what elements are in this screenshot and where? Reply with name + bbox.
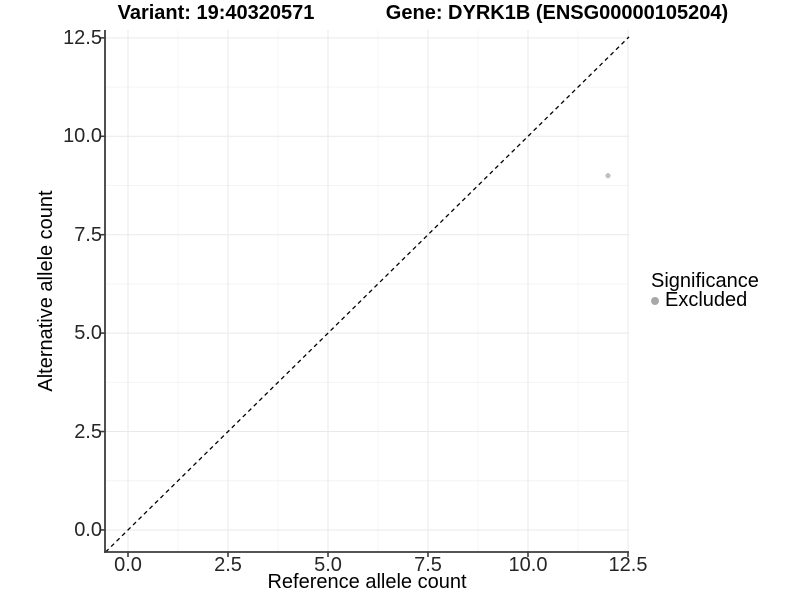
x-tick-label: 0.0: [114, 554, 142, 576]
legend-key-dot-icon: [651, 296, 659, 305]
y-tick-label: 7.5: [74, 223, 102, 246]
y-tick-label: 0.0: [74, 518, 102, 541]
y-axis-title: Alternative allele count: [35, 190, 57, 392]
legend-title: Significance: [651, 270, 759, 292]
x-tick-label: 2.5: [214, 554, 242, 576]
x-tick-label: 10.0: [508, 554, 548, 576]
x-axis-title: Reference allele count: [267, 571, 467, 593]
data-point-excluded: [605, 173, 611, 179]
legend-item-label: Excluded: [665, 289, 748, 311]
gene-title: Gene: DYRK1B (ENSG00000105204): [385, 2, 729, 24]
legend-item-excluded: Excluded: [645, 289, 759, 311]
identity-reference-line: [105, 36, 630, 553]
x-tick-label: 12.5: [608, 554, 648, 576]
y-tick-label: 5.0: [74, 322, 102, 345]
x-tick-label: 5.0: [314, 554, 342, 576]
x-tick-label: 7.5: [414, 554, 442, 576]
y-tick-label: 2.5: [74, 420, 102, 443]
y-tick-label: 12.5: [63, 26, 102, 49]
legend: Significance Excluded: [645, 270, 759, 311]
variant-title: Variant: 19:40320571: [117, 2, 315, 24]
y-tick-label: 10.0: [63, 125, 102, 148]
